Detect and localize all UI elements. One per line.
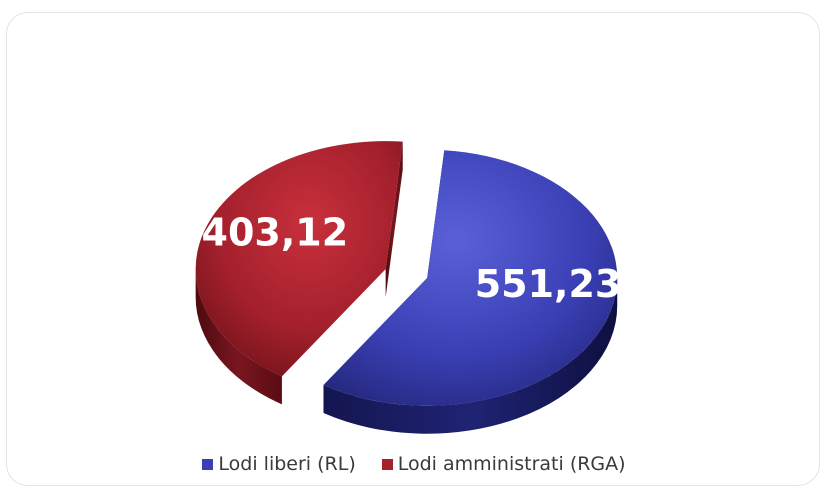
pie-slice-lodi-amministrati <box>195 141 403 377</box>
pie-slice-lodi-liberi <box>323 150 618 406</box>
legend-item: Lodi amministrati (RGA) <box>381 453 626 475</box>
legend-swatch <box>381 458 393 470</box>
legend-label: Lodi liberi (RL) <box>218 453 356 475</box>
pie-slice-side <box>195 269 282 405</box>
data-label: 403,12 <box>202 211 349 255</box>
pie-slice-side <box>323 277 618 434</box>
legend: Lodi liberi (RL) Lodi amministrati (RGA) <box>0 453 828 475</box>
pie-slice-cut <box>385 141 403 298</box>
legend-label: Lodi amministrati (RGA) <box>397 453 626 475</box>
data-label: 551,23 <box>475 262 622 306</box>
legend-swatch <box>202 458 214 470</box>
legend-item: Lodi liberi (RL) <box>202 453 356 475</box>
